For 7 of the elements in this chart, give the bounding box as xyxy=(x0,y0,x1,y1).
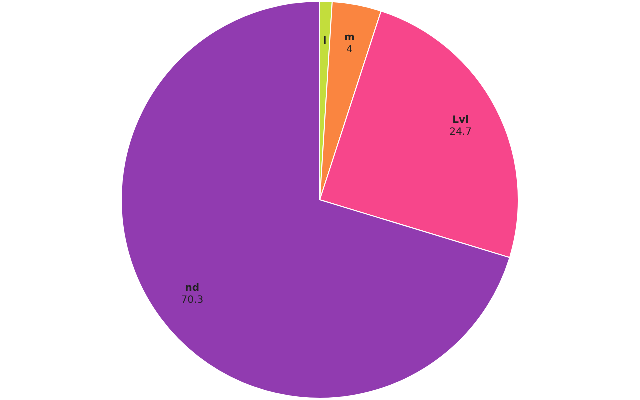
slice-label: nd xyxy=(185,283,200,294)
data-label: 24.7 xyxy=(450,127,472,138)
data-label: 70.3 xyxy=(181,295,204,306)
slice-label: m xyxy=(344,32,355,44)
data-label: 4 xyxy=(346,44,353,56)
slice-label: Lvl xyxy=(452,115,469,126)
slice-label: l xyxy=(323,36,327,47)
